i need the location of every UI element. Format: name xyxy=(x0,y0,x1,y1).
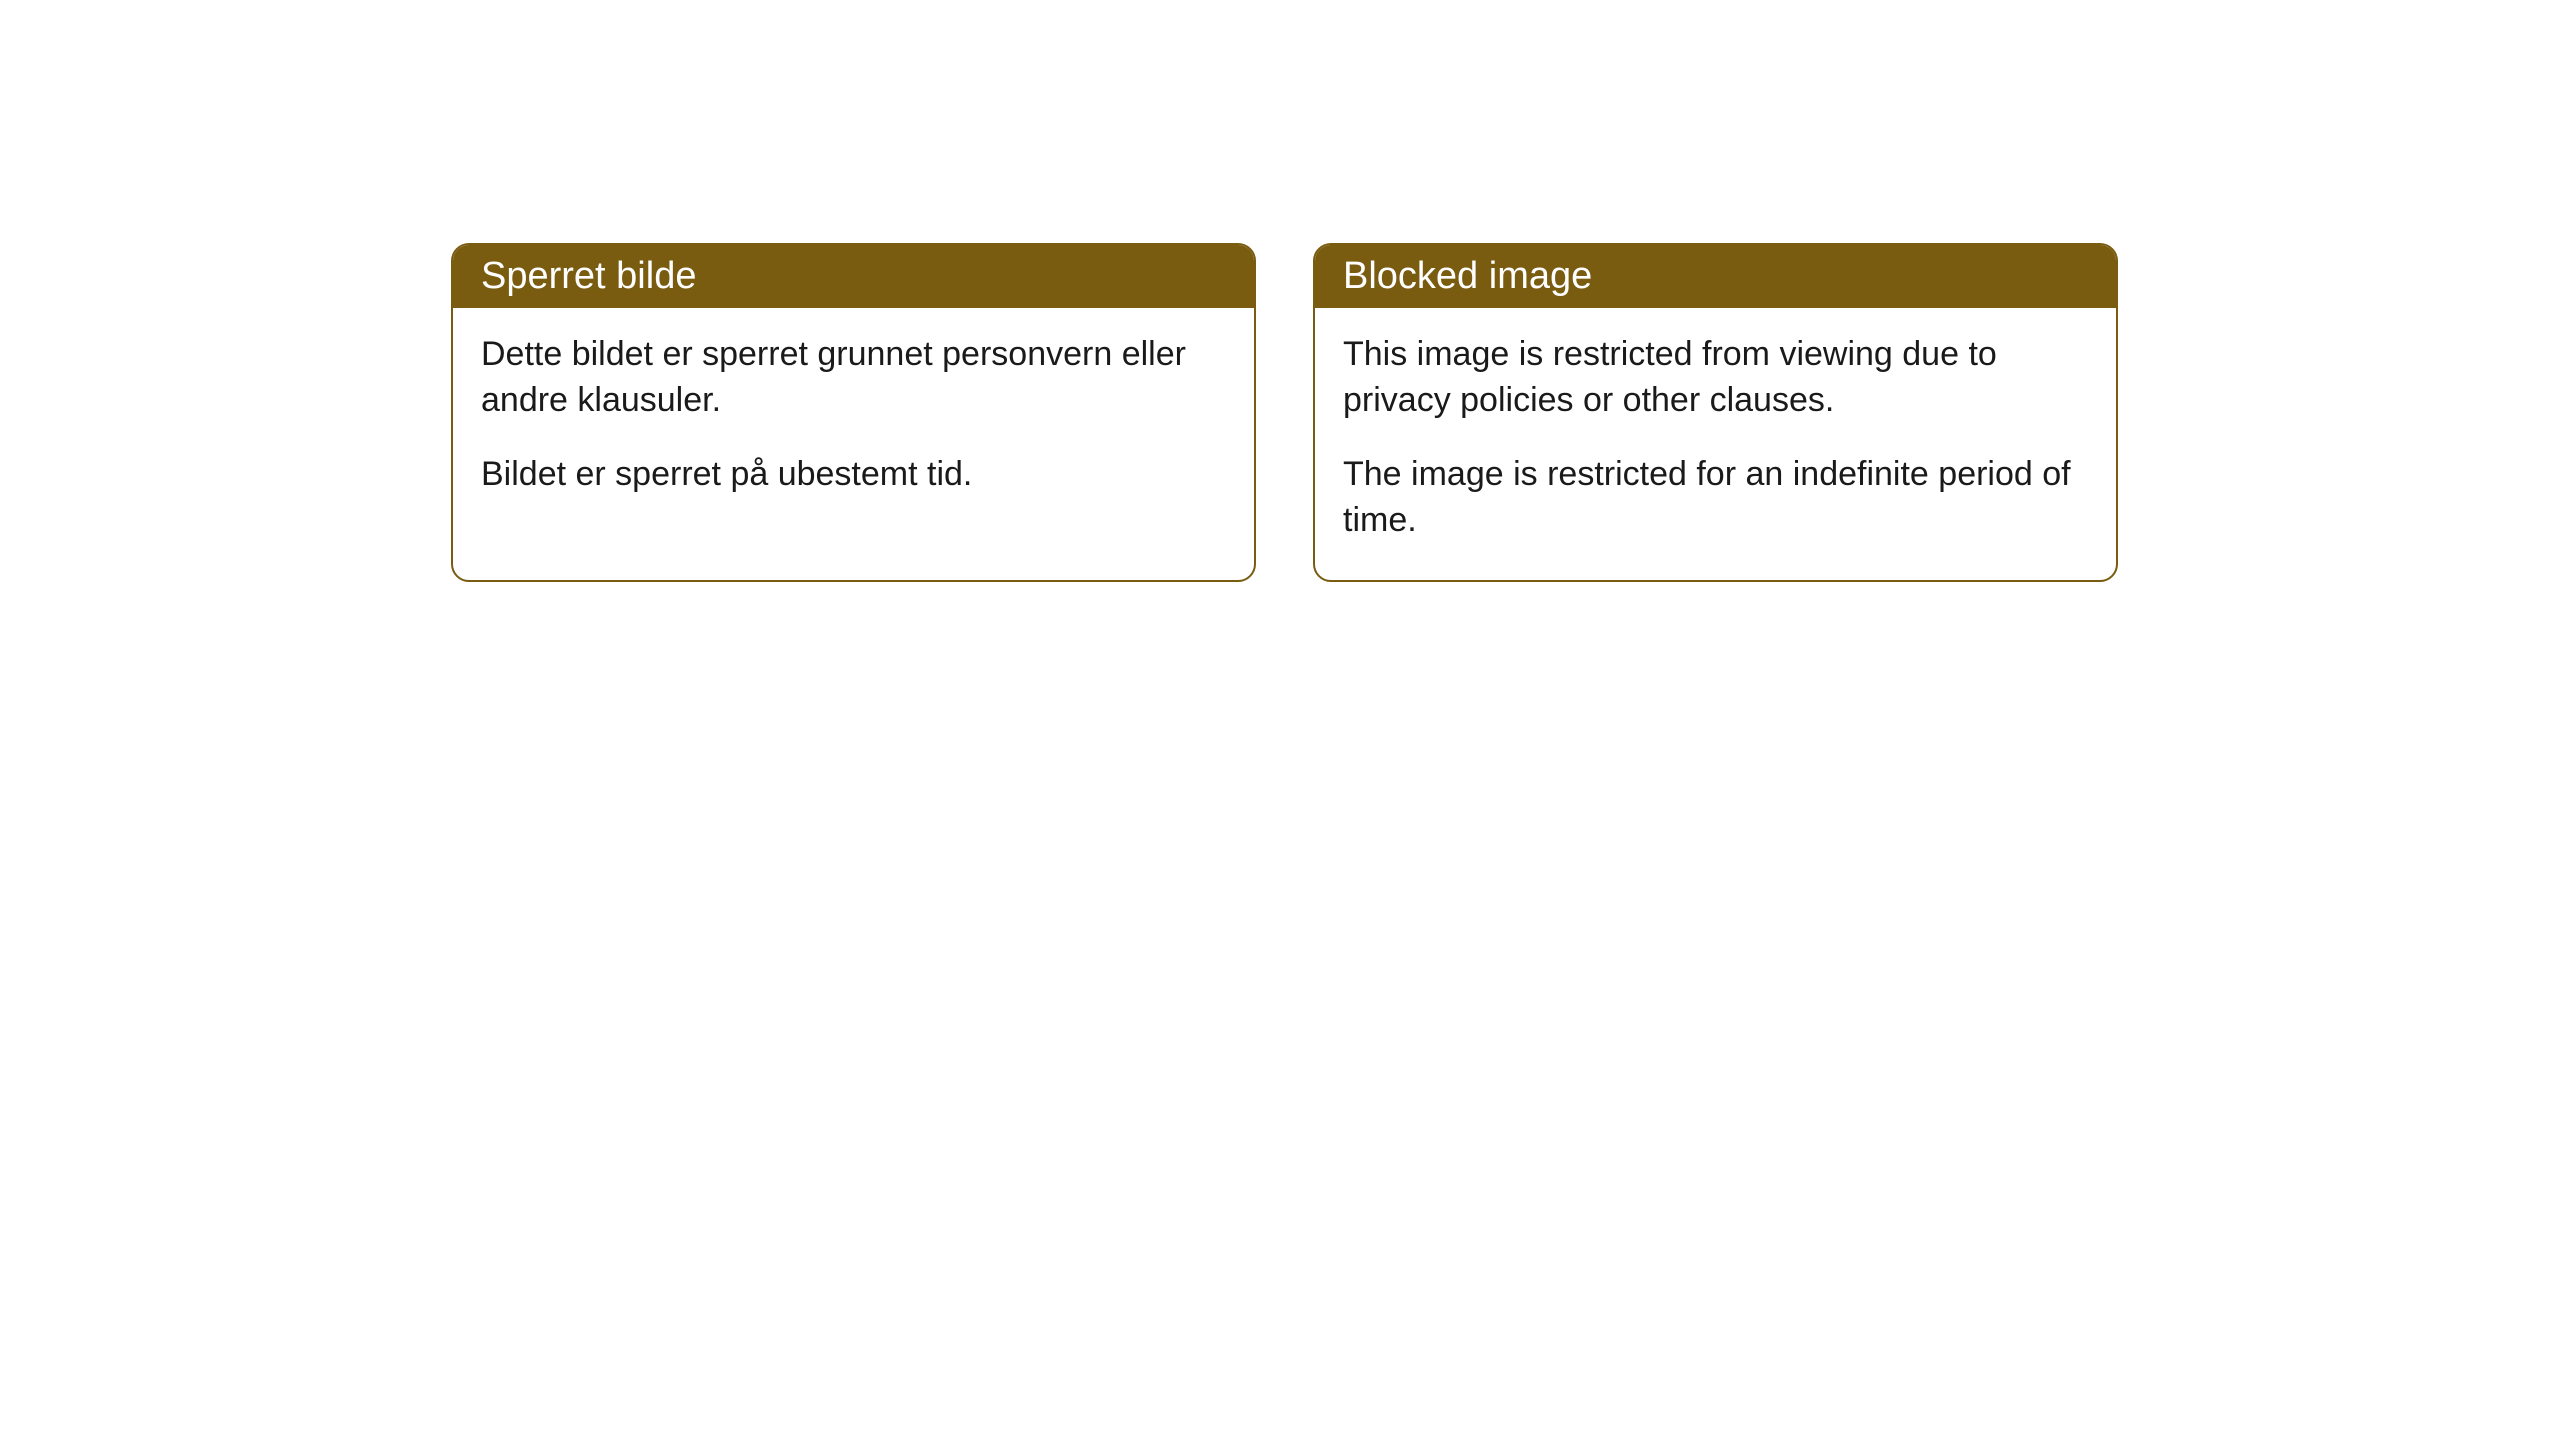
notice-cards-container: Sperret bilde Dette bildet er sperret gr… xyxy=(451,243,2118,582)
card-header-norwegian: Sperret bilde xyxy=(453,245,1254,308)
card-text-p2-norwegian: Bildet er sperret på ubestemt tid. xyxy=(481,452,1226,498)
card-header-english: Blocked image xyxy=(1315,245,2116,308)
card-body-english: This image is restricted from viewing du… xyxy=(1315,308,2116,580)
notice-card-norwegian: Sperret bilde Dette bildet er sperret gr… xyxy=(451,243,1256,582)
notice-card-english: Blocked image This image is restricted f… xyxy=(1313,243,2118,582)
card-text-p1-english: This image is restricted from viewing du… xyxy=(1343,332,2088,424)
card-text-p2-english: The image is restricted for an indefinit… xyxy=(1343,452,2088,544)
card-text-p1-norwegian: Dette bildet er sperret grunnet personve… xyxy=(481,332,1226,424)
card-body-norwegian: Dette bildet er sperret grunnet personve… xyxy=(453,308,1254,534)
